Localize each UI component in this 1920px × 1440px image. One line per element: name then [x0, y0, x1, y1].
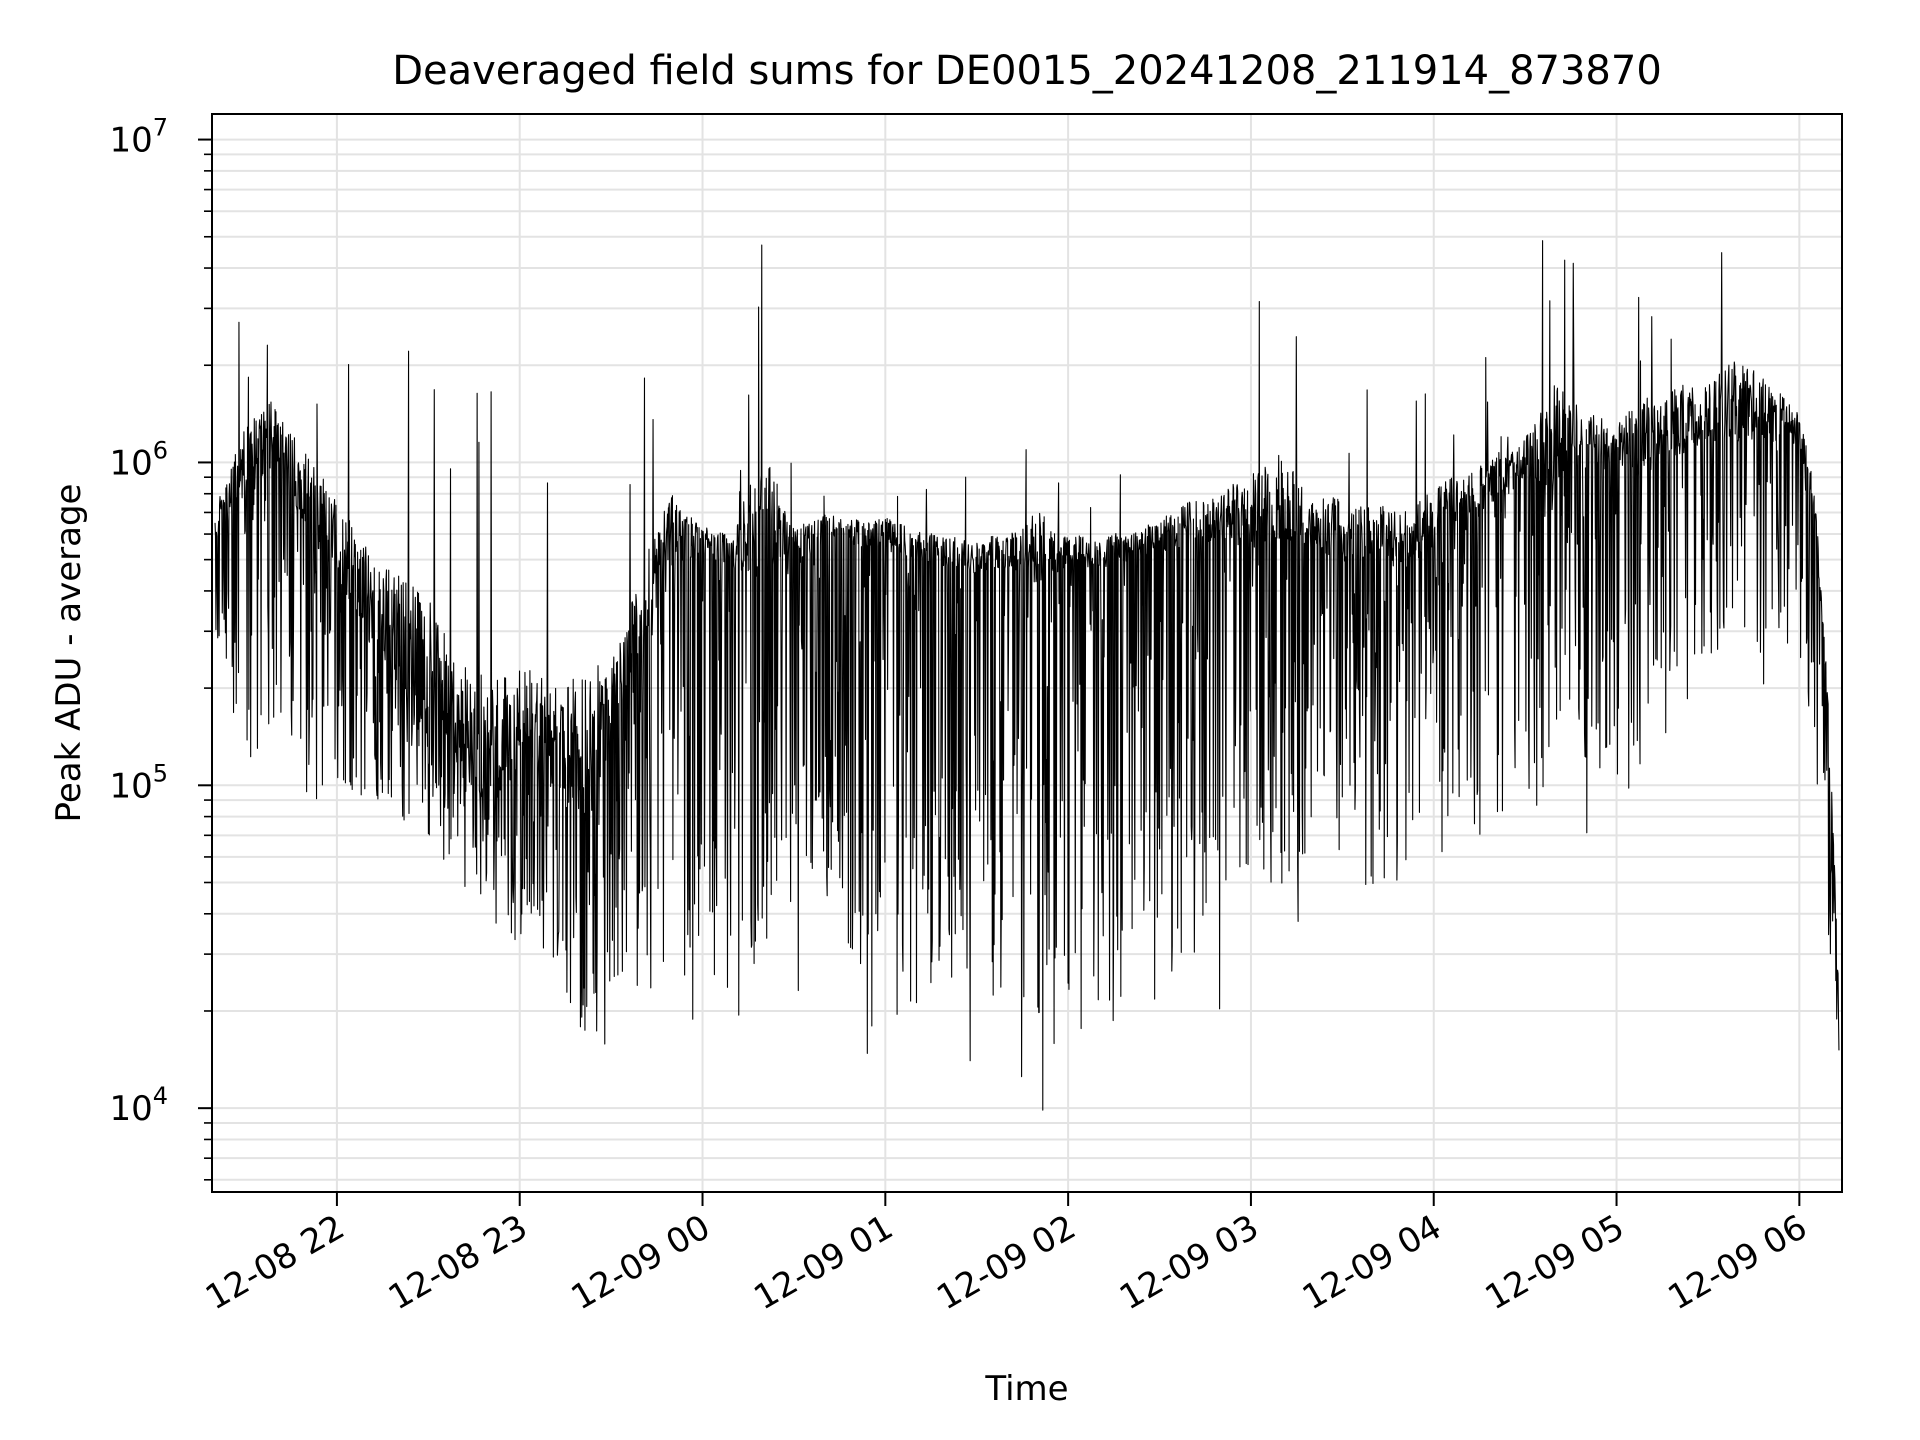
y-axis-label: Peak ADU - average: [49, 484, 89, 823]
y-tick-label: 107: [109, 114, 168, 161]
y-tick-label: 105: [109, 759, 168, 806]
x-axis-label: Time: [984, 1369, 1068, 1409]
plot-frame: [211, 113, 1843, 1193]
y-tick-label: 106: [109, 436, 168, 483]
series-line: [214, 240, 1840, 1111]
y-axis: 104 105 106 107: [109, 114, 212, 1181]
y-tick-label: 104: [109, 1082, 168, 1129]
series-layer: [214, 240, 1840, 1111]
chart-title: Deaveraged field sums for DE0015_2024120…: [392, 48, 1662, 94]
